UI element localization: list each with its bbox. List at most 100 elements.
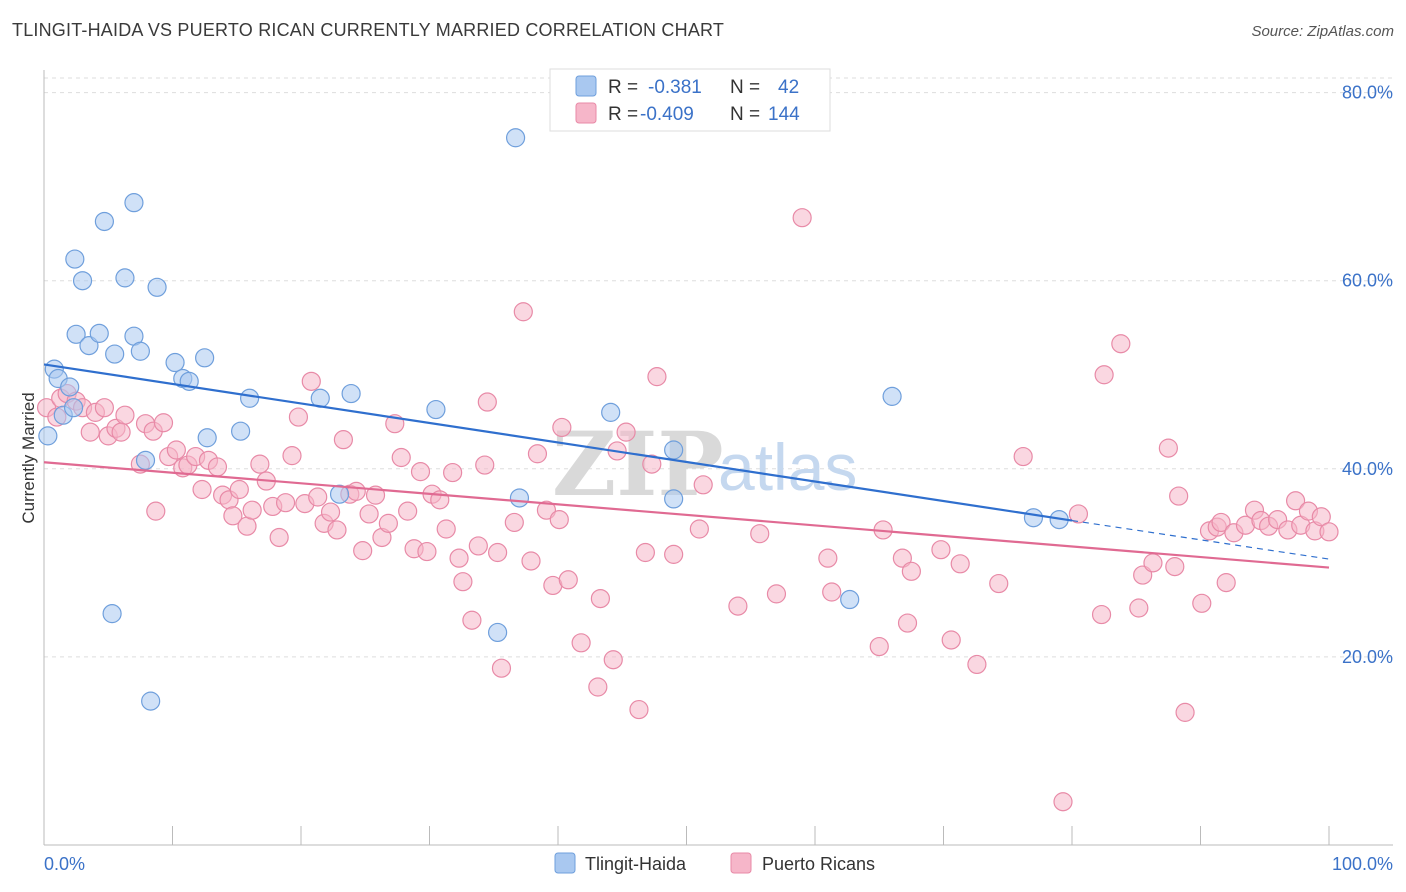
puerto-ricans-point <box>1094 365 1114 385</box>
tlingit-haida-point <box>60 377 80 397</box>
puerto-ricans-point <box>94 398 114 418</box>
puerto-ricans-point <box>242 500 262 520</box>
puerto-ricans-point <box>616 422 636 442</box>
puerto-ricans-point <box>449 548 469 568</box>
tlingit-haida-point <box>141 691 161 711</box>
tlingit-haida-point <box>195 348 215 368</box>
x-tick-label-max: 100.0% <box>1332 854 1393 874</box>
puerto-ricans-point <box>931 540 951 560</box>
puerto-ricans-point <box>1165 557 1185 577</box>
bottom-legend-label-tlingit-haida: Tlingit-Haida <box>585 854 687 874</box>
tlingit-haida-point <box>66 324 86 344</box>
puerto-ricans-point <box>1158 438 1178 458</box>
puerto-ricans-point <box>527 444 548 464</box>
puerto-ricans-point <box>552 417 572 438</box>
puerto-ricans-point <box>1053 792 1073 812</box>
puerto-ricans-point <box>346 481 366 501</box>
tlingit-haida-point <box>124 193 144 213</box>
puerto-ricans-point <box>453 572 473 592</box>
puerto-ricans-point <box>477 392 497 412</box>
legend-n-value-2: 144 <box>768 104 800 125</box>
puerto-ricans-point <box>901 561 921 581</box>
tlingit-haida-point <box>509 488 530 508</box>
tlingit-haida-point <box>102 604 122 624</box>
series-tlingit-haida <box>38 128 1069 711</box>
tlingit-haida-point <box>840 589 860 610</box>
tlingit-haida-point <box>165 352 185 373</box>
tlingit-haida-point <box>426 399 446 420</box>
puerto-ricans-point <box>897 613 918 633</box>
puerto-ricans-point <box>410 462 431 482</box>
puerto-ricans-point <box>818 548 838 568</box>
puerto-ricans-point <box>693 475 713 495</box>
y-axis-title: Currently Married <box>19 392 38 523</box>
puerto-ricans-point <box>689 519 709 539</box>
puerto-ricans-point <box>111 422 131 442</box>
tlingit-haida-point <box>341 383 361 404</box>
puerto-ricans-point <box>468 536 488 556</box>
stats-legend-box <box>549 68 831 132</box>
puerto-ricans-point <box>391 447 411 468</box>
puerto-ricans-point <box>320 502 341 522</box>
puerto-ricans-point <box>1216 573 1236 593</box>
puerto-ricans-point <box>571 633 591 653</box>
puerto-ricans-point <box>1192 593 1212 613</box>
puerto-ricans-point <box>1319 522 1339 542</box>
puerto-ricans-point <box>629 699 649 720</box>
puerto-ricans-point <box>728 596 748 616</box>
tlingit-haida-point <box>63 398 84 418</box>
puerto-ricans-point <box>1068 504 1089 524</box>
puerto-ricans-point <box>1175 702 1195 722</box>
legend-r-label-2: R = <box>608 104 638 125</box>
chart-title: TLINGIT-HAIDA VS PUERTO RICAN CURRENTLY … <box>12 20 725 40</box>
puerto-ricans-point <box>359 504 379 524</box>
series-puerto-ricans <box>36 208 1339 812</box>
tlingit-haida-point <box>105 344 125 364</box>
puerto-ricans-point <box>766 584 787 604</box>
puerto-ricans-point <box>989 573 1009 594</box>
puerto-ricans-point <box>237 516 257 536</box>
tlingit-haida-point <box>329 484 350 504</box>
puerto-ricans-point <box>750 524 770 544</box>
tlingit-haida-point <box>38 426 58 446</box>
puerto-ricans-point <box>822 582 842 602</box>
puerto-ricans-point <box>115 405 135 425</box>
puerto-ricans-point <box>146 501 166 521</box>
tlingit-haida-point <box>505 128 526 148</box>
puerto-ricans-point <box>269 527 289 548</box>
puerto-ricans-point <box>353 541 373 561</box>
chart-source: Source: ZipAtlas.com <box>1251 23 1394 40</box>
puerto-ricans-point <box>417 541 437 562</box>
puerto-ricans-point <box>443 462 463 483</box>
tlingit-haida-point <box>72 271 93 291</box>
puerto-ricans-point <box>333 430 354 450</box>
puerto-ricans-point <box>378 513 398 533</box>
puerto-ricans-point <box>536 500 557 520</box>
tlingit-haida-point <box>664 440 684 460</box>
trend-lines <box>43 363 1330 569</box>
y-tick-label-40: 40.0% <box>1342 459 1393 479</box>
y-tick-label-60: 60.0% <box>1342 271 1393 291</box>
puerto-ricans-point <box>603 650 623 670</box>
puerto-ricans-point <box>436 519 456 539</box>
puerto-ricans-point <box>462 610 482 630</box>
puerto-ricans-point <box>792 208 812 228</box>
tlingit-haida-point <box>89 323 109 343</box>
legend-n-label-2: N = <box>730 104 760 125</box>
tlingit-haida-point <box>1023 508 1044 528</box>
tlingit-haida-point <box>882 386 902 406</box>
puerto-ricans-point <box>647 367 667 387</box>
tlingit-haida-point <box>115 268 135 288</box>
puerto-ricans-point <box>308 487 328 507</box>
puerto-ricans-point <box>1129 598 1149 618</box>
puerto-ricans-point <box>521 551 541 571</box>
puerto-ricans-point <box>223 506 243 526</box>
puerto-ricans-point <box>664 544 684 564</box>
y-tick-label-20: 20.0% <box>1342 647 1393 667</box>
puerto-ricans-point <box>513 302 533 322</box>
puerto-ricans-point <box>642 454 662 474</box>
legend-r-value-2: -0.409 <box>640 104 694 125</box>
tlingit-haida-point <box>664 489 684 509</box>
puerto-ricans-point <box>301 371 321 391</box>
puerto-ricans-point <box>1285 491 1306 511</box>
